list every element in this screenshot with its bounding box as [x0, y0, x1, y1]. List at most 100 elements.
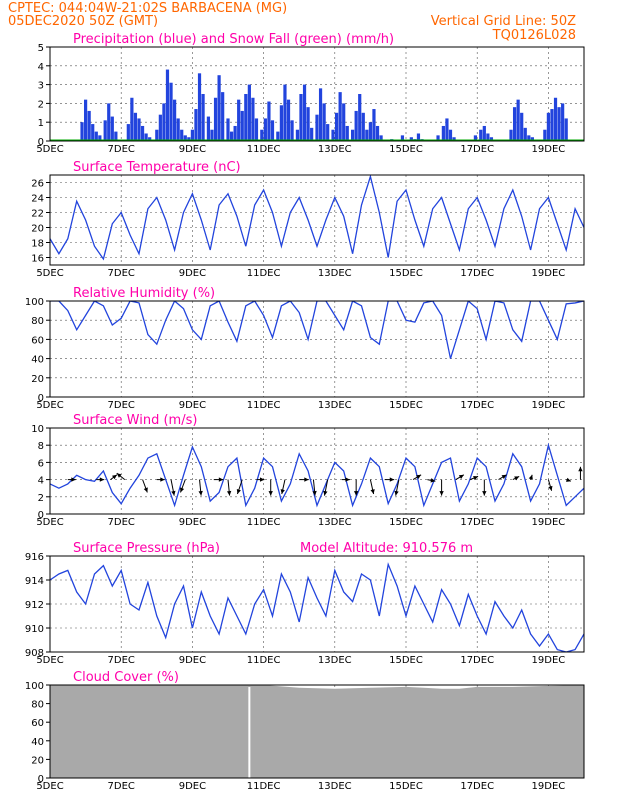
y-tick-label: 24	[31, 194, 44, 205]
precip-bar	[561, 103, 565, 141]
x-tick-label: 15DEC	[389, 655, 423, 666]
x-tick-label: 15DEC	[389, 781, 423, 792]
y-tick-label: 912	[25, 600, 44, 611]
y-tick-label: 60	[31, 335, 44, 346]
wind-arrow-head	[304, 477, 309, 482]
precip-bar	[379, 135, 383, 141]
precip-bar	[144, 133, 148, 141]
precip-bar	[110, 116, 114, 141]
precip-bar	[345, 125, 349, 141]
x-tick-label: 19DEC	[532, 144, 566, 155]
precip-bar	[267, 101, 271, 141]
precip-bar	[322, 103, 326, 141]
precip-bar	[334, 112, 339, 141]
wind-arrow-head	[226, 490, 232, 496]
x-tick-label: 9DEC	[179, 144, 206, 155]
x-tick-label: 19DEC	[532, 655, 566, 666]
precip-bar	[512, 107, 517, 141]
wind-arrow-head	[218, 477, 224, 482]
precip-bar	[137, 118, 141, 141]
wind-arrow-head	[112, 474, 117, 480]
precip-bar	[310, 127, 314, 141]
y-tick-label: 4	[38, 476, 44, 487]
precip-bar	[338, 92, 342, 141]
y-tick-label: 914	[25, 576, 44, 587]
panel-wind: 5DEC 7DEC 9DEC 11DEC 13DEC 15DEC 17DEC 19DEC 0 2 4…	[31, 413, 585, 528]
precip-bar	[213, 97, 218, 141]
wind-arrow-head	[143, 487, 148, 493]
x-tick-label: 13DEC	[318, 517, 352, 528]
x-tick-label: 5DEC	[36, 517, 63, 528]
precip-bar	[295, 129, 300, 141]
x-tick-label: 19DEC	[532, 400, 566, 411]
x-tick-label: 5DEC	[36, 144, 63, 155]
wind-arrow-head	[160, 477, 165, 482]
precip-bar	[283, 84, 287, 141]
cloud-cover-area	[50, 685, 584, 778]
grid-note: Vertical Grid Line: 50Z	[430, 14, 576, 29]
precip-bar	[553, 97, 558, 141]
x-tick-label: 7DEC	[108, 400, 135, 411]
precip-bar	[254, 118, 259, 141]
y-tick-label: 80	[31, 700, 44, 711]
panel-title: Surface Temperature (nC)	[73, 160, 241, 175]
x-tick-label: 7DEC	[108, 517, 135, 528]
y-tick-label: 40	[31, 355, 44, 366]
precip-bar	[299, 94, 303, 141]
y-tick-label: 80	[31, 316, 44, 327]
precip-bar	[148, 137, 152, 141]
precip-bar	[326, 124, 330, 141]
precip-bar	[564, 118, 568, 141]
panel-title: Relative Humidity (%)	[73, 286, 215, 301]
run-date: 05DEC2020 50Z (GMT)	[8, 14, 159, 29]
precip-bar	[350, 129, 355, 141]
precip-bar	[372, 109, 376, 141]
precip-bar	[546, 112, 551, 141]
x-tick-label: 15DEC	[389, 517, 423, 528]
y-tick-label: 5	[38, 43, 44, 54]
x-tick-label: 15DEC	[389, 400, 423, 411]
precip-bar	[229, 131, 234, 141]
x-tick-label: 9DEC	[179, 517, 206, 528]
precip-bar	[489, 137, 494, 141]
plot-frame	[49, 555, 585, 653]
plot-frame	[49, 174, 585, 266]
y-tick-label: 20	[31, 755, 44, 766]
y-tick-label: 4	[38, 62, 44, 73]
precip-bar	[133, 112, 138, 141]
precip-bar	[201, 94, 205, 141]
precip-bar	[233, 125, 237, 141]
precip-bar	[358, 94, 362, 141]
plot-frame	[49, 684, 585, 779]
precip-bar	[302, 84, 307, 141]
station-title: CPTEC: 044:04W-21:02S BARBACENA (MG)	[8, 1, 288, 16]
precip-bar	[165, 69, 170, 141]
x-tick-label: 17DEC	[460, 268, 494, 279]
wind-arrow-head	[430, 478, 436, 483]
precip-bar	[361, 112, 365, 141]
x-tick-label: 11DEC	[247, 655, 281, 666]
precip-bar	[436, 135, 440, 141]
panel-pressure: 5DEC 7DEC 9DEC 11DEC 13DEC 15DEC 17DEC 19DEC 908…	[25, 541, 585, 666]
panel-title: Precipitation (blue) and Snow Fall (gree…	[73, 32, 394, 47]
precip-bar	[543, 129, 547, 141]
precip-bar	[286, 99, 291, 141]
wind-arrow-head	[259, 477, 265, 482]
x-tick-label: 5DEC	[36, 655, 63, 666]
panel-precip: 5DEC 7DEC 9DEC 11DEC 13DEC 15DEC 17DEC 19DEC 0 1 2…	[36, 32, 585, 155]
wind-arrow-head	[236, 489, 241, 494]
y-tick-label: 22	[31, 209, 44, 220]
y-tick-label: 20	[31, 224, 44, 235]
panel-subtitle: Model Altitude: 910.576 m	[300, 541, 473, 556]
y-tick-label: 908	[25, 648, 44, 659]
precip-bar	[331, 129, 335, 141]
wind-arrow-head	[268, 491, 273, 496]
y-tick-label: 26	[31, 179, 44, 190]
plot-frame	[49, 427, 585, 515]
precip-bar	[162, 103, 166, 141]
x-tick-label: 19DEC	[532, 268, 566, 279]
precip-bar	[169, 82, 173, 141]
y-tick-label: 0	[38, 393, 44, 404]
precip-bar	[445, 118, 449, 141]
y-tick-label: 2	[38, 99, 44, 110]
